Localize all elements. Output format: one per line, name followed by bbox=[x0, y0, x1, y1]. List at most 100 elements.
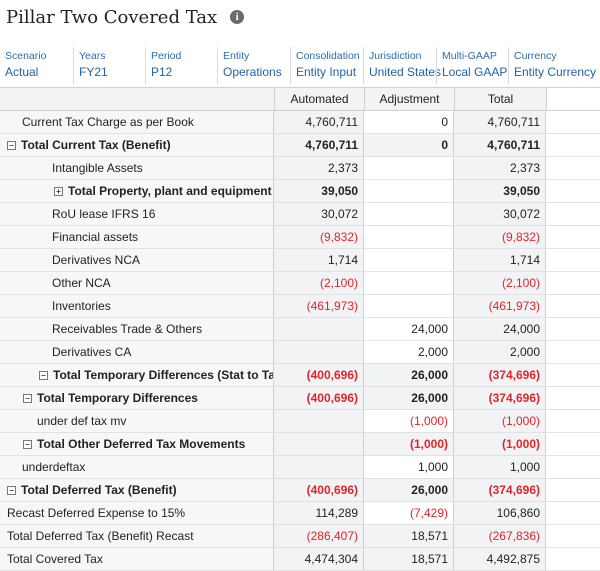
cell-automated[interactable]: 4,760,711 bbox=[274, 134, 364, 156]
cell-adjustment[interactable]: 24,000 bbox=[364, 318, 454, 340]
cell-automated[interactable] bbox=[274, 318, 364, 340]
cell-total[interactable]: 4,760,711 bbox=[454, 134, 546, 156]
pov-entity[interactable]: Entity Operations bbox=[217, 47, 290, 85]
pov-years[interactable]: Years FY21 bbox=[73, 47, 145, 85]
cell-automated[interactable]: 2,373 bbox=[274, 157, 364, 179]
cell-total[interactable]: 2,000 bbox=[454, 341, 546, 363]
cell-automated[interactable]: (9,832) bbox=[274, 226, 364, 248]
row-label-group: − Total Temporary Differences (Stat to T… bbox=[0, 364, 274, 386]
collapse-icon[interactable]: − bbox=[23, 393, 32, 403]
table-row: Intangible Assets 2,373 2,373 bbox=[0, 157, 600, 180]
cell-automated[interactable]: 39,050 bbox=[274, 180, 364, 202]
data-grid: Automated Adjustment Total Current Tax C… bbox=[0, 87, 600, 571]
cell-total[interactable]: 2,373 bbox=[454, 157, 546, 179]
cell-total[interactable]: 4,760,711 bbox=[454, 111, 546, 133]
cell-automated[interactable]: (2,100) bbox=[274, 272, 364, 294]
cell-total[interactable]: (374,696) bbox=[454, 387, 546, 409]
cell-automated[interactable]: 30,072 bbox=[274, 203, 364, 225]
cell-automated[interactable]: 1,714 bbox=[274, 249, 364, 271]
cell-total[interactable]: 39,050 bbox=[454, 180, 546, 202]
cell-adjustment[interactable]: 1,000 bbox=[364, 456, 454, 478]
cell-total[interactable]: 24,000 bbox=[454, 318, 546, 340]
pov-scenario[interactable]: Scenario Actual bbox=[5, 50, 47, 79]
col-header-automated[interactable]: Automated bbox=[275, 88, 365, 110]
cell-total[interactable]: (374,696) bbox=[454, 364, 546, 386]
cell-automated[interactable]: (461,973) bbox=[274, 295, 364, 317]
cell-automated[interactable] bbox=[274, 410, 364, 432]
cell-adjustment[interactable]: 2,000 bbox=[364, 341, 454, 363]
table-row: underdeftax 1,000 1,000 bbox=[0, 456, 600, 479]
row-label: RoU lease IFRS 16 bbox=[0, 203, 274, 225]
grid-header: Automated Adjustment Total bbox=[0, 88, 600, 111]
row-label: Current Tax Charge as per Book bbox=[0, 111, 274, 133]
cell-automated[interactable]: (400,696) bbox=[274, 387, 364, 409]
cell-adjustment[interactable]: (7,429) bbox=[364, 502, 454, 524]
cell-total[interactable]: (461,973) bbox=[454, 295, 546, 317]
cell-total[interactable]: 30,072 bbox=[454, 203, 546, 225]
cell-automated[interactable]: 114,289 bbox=[274, 502, 364, 524]
cell-adjustment[interactable] bbox=[364, 180, 454, 202]
row-label: Total Current Tax (Benefit) bbox=[21, 138, 171, 152]
col-header-adjustment[interactable]: Adjustment bbox=[365, 88, 455, 110]
cell-automated[interactable]: 4,474,304 bbox=[274, 548, 364, 570]
cell-adjustment[interactable]: 18,571 bbox=[364, 525, 454, 547]
pov-jurisdiction[interactable]: Jurisdiction United States bbox=[363, 47, 441, 85]
cell-adjustment[interactable]: 18,571 bbox=[364, 548, 454, 570]
cell-automated[interactable]: (286,407) bbox=[274, 525, 364, 547]
table-row: Derivatives CA 2,000 2,000 bbox=[0, 341, 600, 364]
cell-adjustment[interactable]: 26,000 bbox=[364, 364, 454, 386]
row-label-group: − Total Current Tax (Benefit) bbox=[0, 134, 274, 156]
info-icon[interactable]: i bbox=[230, 10, 245, 24]
collapse-icon[interactable]: − bbox=[39, 370, 48, 380]
cell-total[interactable]: 1,714 bbox=[454, 249, 546, 271]
cell-automated[interactable]: (400,696) bbox=[274, 364, 364, 386]
collapse-icon[interactable]: − bbox=[7, 485, 16, 495]
pov-period[interactable]: Period P12 bbox=[145, 47, 217, 85]
cell-adjustment[interactable]: 0 bbox=[364, 111, 454, 133]
cell-adjustment[interactable]: 0 bbox=[364, 134, 454, 156]
cell-adjustment[interactable]: 26,000 bbox=[364, 479, 454, 501]
row-label: Total Temporary Differences bbox=[37, 391, 198, 405]
cell-adjustment[interactable]: 26,000 bbox=[364, 387, 454, 409]
row-label: Inventories bbox=[0, 295, 274, 317]
cell-adjustment[interactable]: (1,000) bbox=[364, 410, 454, 432]
cell-total[interactable]: 106,860 bbox=[454, 502, 546, 524]
cell-adjustment[interactable]: (1,000) bbox=[364, 433, 454, 455]
row-label: Total Other Deferred Tax Movements bbox=[37, 437, 246, 451]
table-row: − Total Temporary Differences (400,696) … bbox=[0, 387, 600, 410]
title-bar: Pillar Two Covered Tax i bbox=[6, 4, 245, 30]
expand-icon[interactable]: + bbox=[54, 186, 63, 196]
pov-multi-gaap[interactable]: Multi-GAAP Local GAAP bbox=[436, 47, 508, 85]
cell-automated[interactable] bbox=[274, 456, 364, 478]
collapse-icon[interactable]: − bbox=[23, 439, 32, 449]
table-row: + Total Property, plant and equipment 39… bbox=[0, 180, 600, 203]
cell-automated[interactable]: 4,760,711 bbox=[274, 111, 364, 133]
table-row: Total Deferred Tax (Benefit) Recast (286… bbox=[0, 525, 600, 548]
table-row: Other NCA (2,100) (2,100) bbox=[0, 272, 600, 295]
cell-automated[interactable] bbox=[274, 433, 364, 455]
cell-adjustment[interactable] bbox=[364, 226, 454, 248]
cell-adjustment[interactable] bbox=[364, 249, 454, 271]
cell-adjustment[interactable] bbox=[364, 203, 454, 225]
cell-adjustment[interactable] bbox=[364, 157, 454, 179]
collapse-icon[interactable]: − bbox=[7, 140, 16, 150]
row-label: Recast Deferred Expense to 15% bbox=[0, 502, 274, 524]
pov-consolidation[interactable]: Consolidation Entity Input bbox=[290, 47, 363, 85]
cell-adjustment[interactable] bbox=[364, 295, 454, 317]
cell-total[interactable]: (374,696) bbox=[454, 479, 546, 501]
pov-currency[interactable]: Currency Entity Currency bbox=[508, 47, 600, 85]
table-row: − Total Current Tax (Benefit) 4,760,711 … bbox=[0, 134, 600, 157]
cell-total[interactable]: (267,836) bbox=[454, 525, 546, 547]
cell-total[interactable]: (2,100) bbox=[454, 272, 546, 294]
cell-automated[interactable] bbox=[274, 341, 364, 363]
cell-total[interactable]: 1,000 bbox=[454, 456, 546, 478]
col-header-total[interactable]: Total bbox=[455, 88, 547, 110]
cell-adjustment[interactable] bbox=[364, 272, 454, 294]
row-label-group: − Total Deferred Tax (Benefit) bbox=[0, 479, 274, 501]
page-title: Pillar Two Covered Tax bbox=[6, 6, 218, 28]
cell-total[interactable]: (9,832) bbox=[454, 226, 546, 248]
cell-total[interactable]: (1,000) bbox=[454, 410, 546, 432]
cell-automated[interactable]: (400,696) bbox=[274, 479, 364, 501]
cell-total[interactable]: (1,000) bbox=[454, 433, 546, 455]
cell-total[interactable]: 4,492,875 bbox=[454, 548, 546, 570]
